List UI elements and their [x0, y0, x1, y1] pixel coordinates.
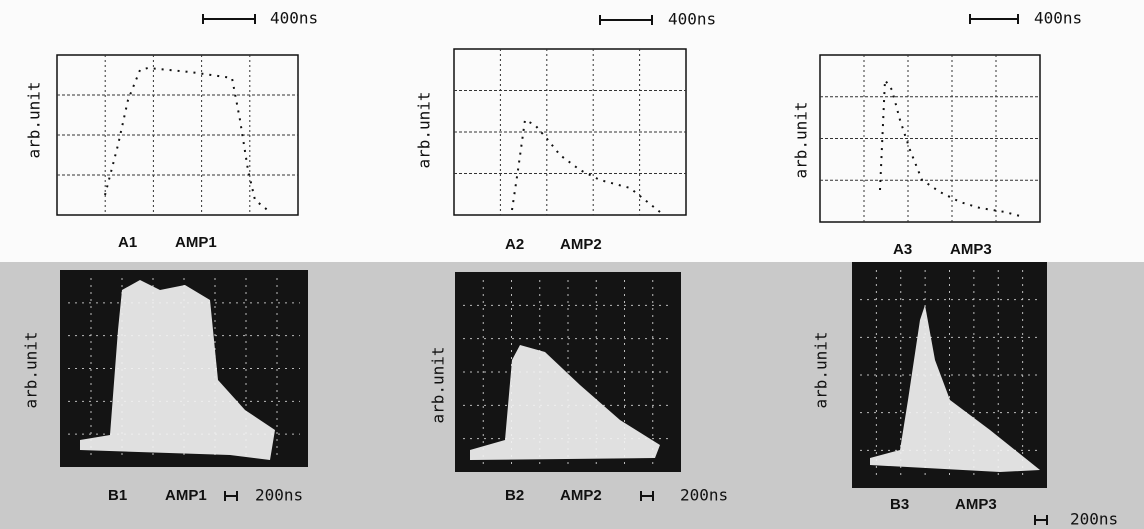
y-axis-label: arb.unit	[792, 101, 811, 178]
top-background	[0, 0, 1144, 262]
panel-name: AMP3	[950, 241, 992, 258]
panel-id: B3	[890, 496, 909, 513]
trace	[511, 118, 661, 213]
scale-label: 400ns	[668, 10, 716, 29]
scale-label: 200ns	[1070, 510, 1118, 529]
panel-name: AMP1	[165, 487, 207, 504]
panel-id: B1	[108, 487, 127, 504]
y-axis-label: arb.unit	[415, 91, 434, 168]
scale-label: 200ns	[255, 486, 303, 505]
panel-id: A2	[505, 236, 524, 253]
scale-label: 400ns	[1034, 9, 1082, 28]
y-axis-label: arb.unit	[812, 331, 831, 408]
waveform	[80, 280, 275, 460]
trace	[879, 77, 1021, 217]
panel-name: AMP3	[955, 496, 997, 513]
waveform	[870, 305, 1040, 472]
panel-id: B2	[505, 487, 524, 504]
panel-name: AMP1	[175, 234, 217, 251]
scale-label: 400ns	[270, 9, 318, 28]
panel-id: A3	[893, 241, 912, 258]
y-axis-label: arb.unit	[429, 346, 448, 423]
panel-name: AMP2	[560, 487, 602, 504]
panel-id: A1	[118, 234, 137, 251]
y-axis-label: arb.unit	[25, 81, 44, 158]
waveform	[470, 345, 660, 460]
panel-name: AMP2	[560, 236, 602, 253]
y-axis-label: arb.unit	[22, 331, 41, 408]
scale-label: 200ns	[680, 486, 728, 505]
